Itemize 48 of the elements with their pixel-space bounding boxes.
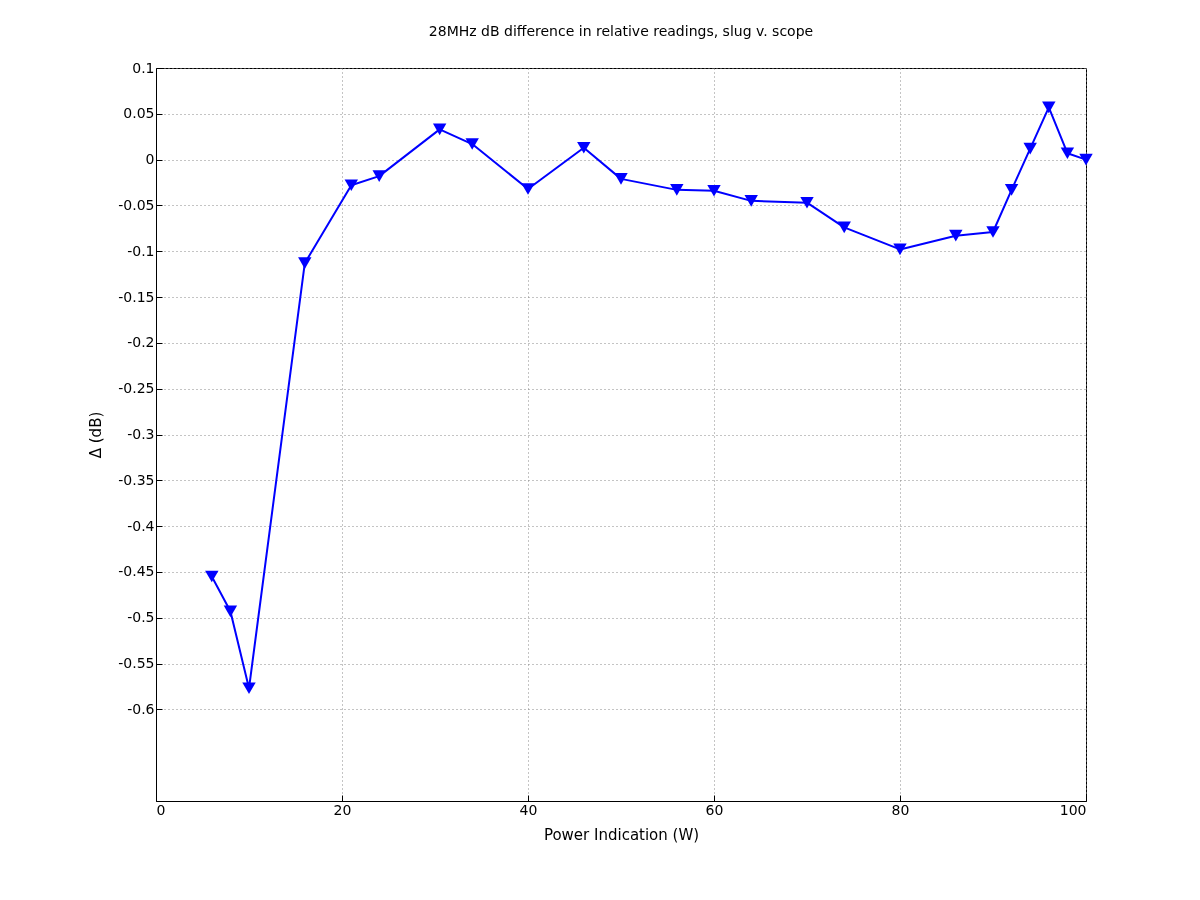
point xyxy=(465,138,479,150)
point xyxy=(1004,184,1019,196)
y-tick-label: -0.4 xyxy=(127,517,155,534)
point xyxy=(372,170,386,182)
point xyxy=(986,226,1000,238)
y-tick-label: -0.15 xyxy=(118,288,155,305)
x-tick-label: 0 xyxy=(156,801,166,818)
y-tick-label: -0.1 xyxy=(127,242,155,259)
point xyxy=(1079,153,1093,166)
x-tick-label: 80 xyxy=(891,801,910,818)
y-tick-label: -0.35 xyxy=(118,471,155,488)
point xyxy=(949,229,963,242)
y-tick-label: -0.3 xyxy=(127,426,155,442)
point xyxy=(707,184,721,197)
x-tick-label: 60 xyxy=(705,801,724,818)
x-tick-label: 20 xyxy=(333,801,352,818)
y-tick-label: 0.1 xyxy=(132,59,155,76)
point xyxy=(432,123,447,136)
y-tick-label: -0.45 xyxy=(118,563,155,580)
point xyxy=(800,196,814,209)
y-tick-label: 0.05 xyxy=(123,105,155,122)
point xyxy=(223,605,238,618)
point xyxy=(614,173,628,185)
x-tick-label: 100 xyxy=(1059,801,1087,818)
y-tick-label: -0.2 xyxy=(127,334,155,351)
y-tick-label: -0.6 xyxy=(127,700,155,717)
point xyxy=(1023,142,1037,155)
y-tick-label: 0 xyxy=(145,151,155,168)
point xyxy=(205,570,219,583)
x-axis-title: Power Indication (W) xyxy=(543,825,700,844)
y-axis-title: Δ (dB) xyxy=(87,411,106,459)
point xyxy=(837,221,851,234)
x-tick-label: 40 xyxy=(519,801,538,818)
point xyxy=(1060,147,1075,160)
y-tick-label: -0.25 xyxy=(118,380,155,397)
point xyxy=(242,682,256,695)
point xyxy=(1042,101,1056,114)
point xyxy=(344,179,359,192)
point xyxy=(670,184,684,196)
y-tick-label: -0.55 xyxy=(118,655,155,672)
chart-title: 28MHz dB difference in relative readings, slug v. scope xyxy=(428,23,814,39)
y-tick-label: -0.05 xyxy=(118,196,155,213)
y-tick-label: -0.5 xyxy=(127,609,155,626)
point xyxy=(744,195,758,207)
point xyxy=(577,141,591,154)
point xyxy=(521,183,535,195)
point xyxy=(893,243,907,256)
point xyxy=(298,257,312,269)
